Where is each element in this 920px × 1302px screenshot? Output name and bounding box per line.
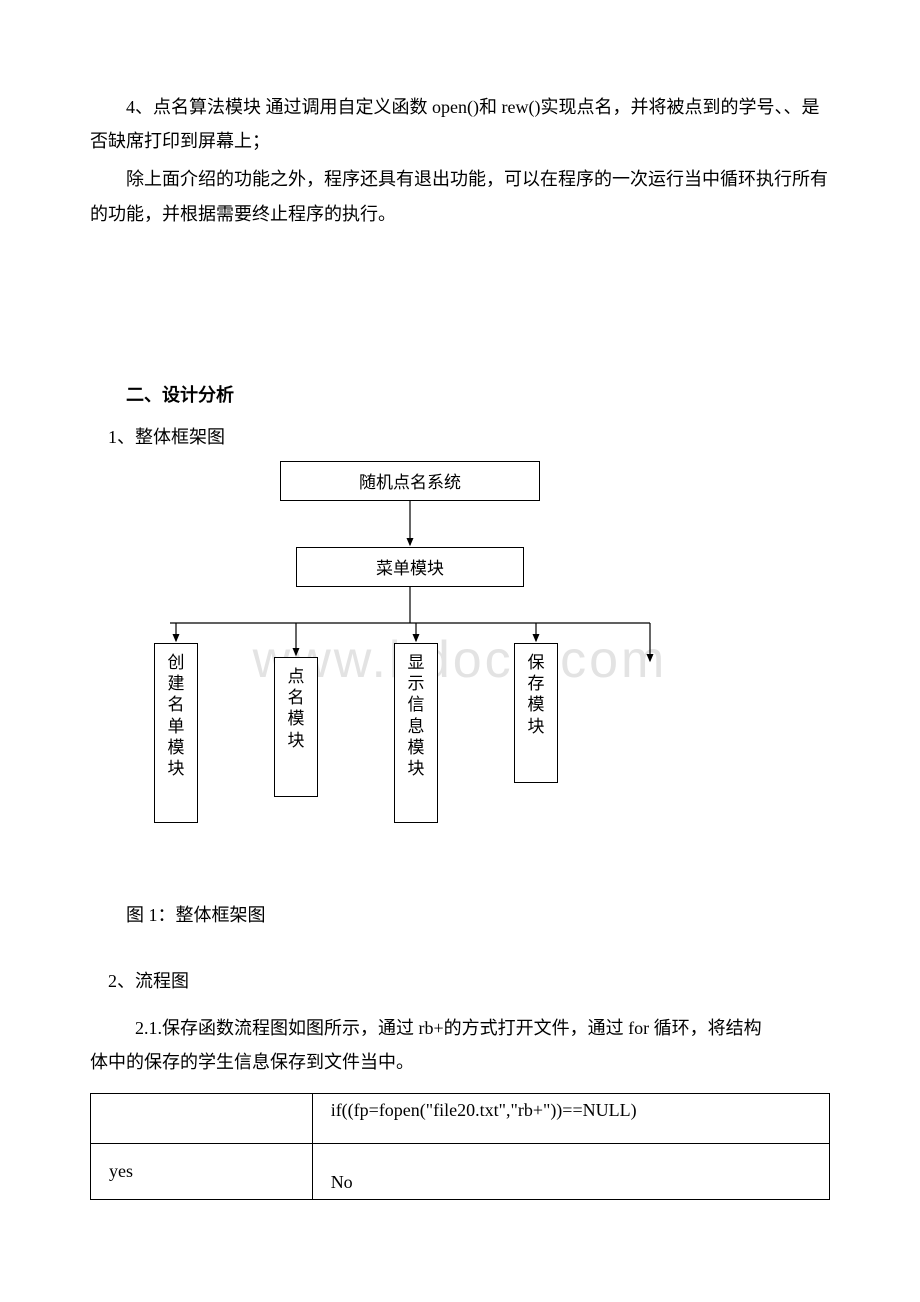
diagram-leaf-1: 创 建 名 单 模 块 <box>154 643 198 823</box>
leaf2-char: 块 <box>288 730 305 751</box>
diagram-leaf-4: 保 存 模 块 <box>514 643 558 783</box>
leaf2-char: 名 <box>288 687 305 708</box>
leaf1-char: 模 <box>168 737 185 758</box>
diagram-leaf-3: 显 示 信 息 模 块 <box>394 643 438 823</box>
framework-diagram: 随机点名系统 菜单模块 创 建 名 单 模 块 点 名 模 块 显 示 信 息 … <box>90 461 830 861</box>
leaf3-char: 息 <box>408 716 425 737</box>
leaf4-char: 块 <box>528 716 545 737</box>
leaf1-char: 创 <box>168 652 185 673</box>
leaf3-char: 显 <box>408 652 425 673</box>
leaf4-char: 存 <box>528 673 545 694</box>
flow-cell-r1c1 <box>91 1094 313 1144</box>
leaf1-char: 建 <box>168 673 185 694</box>
leaf3-char: 模 <box>408 737 425 758</box>
subheading-2: 2、流程图 <box>90 967 830 993</box>
para3-line1: 2.1.保存函数流程图如图所示，通过 rb+的方式打开文件，通过 for 循环，… <box>90 1011 830 1045</box>
diagram-connectors <box>90 461 830 861</box>
table-row: yes No <box>91 1144 830 1200</box>
subheading-1: 1、整体框架图 <box>90 423 830 449</box>
leaf4-char: 模 <box>528 694 545 715</box>
page-content: 4、点名算法模块 通过调用自定义函数 open()和 rew()实现点名，并将被… <box>90 90 830 1200</box>
leaf4-char: 保 <box>528 652 545 673</box>
diagram-menu-label: 菜单模块 <box>376 554 444 579</box>
leaf1-char: 块 <box>168 758 185 779</box>
para3-line2: 体中的保存的学生信息保存到文件当中。 <box>90 1045 830 1079</box>
leaf1-char: 名 <box>168 694 185 715</box>
diagram-top-box: 随机点名系统 <box>280 461 540 501</box>
diagram-leaf-2: 点 名 模 块 <box>274 657 318 797</box>
leaf3-char: 信 <box>408 694 425 715</box>
leaf1-char: 单 <box>168 716 185 737</box>
table-row: if((fp=fopen("file20.txt","rb+"))==NULL) <box>91 1094 830 1144</box>
figure-caption: 图 1：整体框架图 <box>90 901 830 927</box>
section-heading: 二、设计分析 <box>90 381 830 407</box>
leaf3-char: 示 <box>408 673 425 694</box>
diagram-menu-box: 菜单模块 <box>296 547 524 587</box>
paragraph-1: 4、点名算法模块 通过调用自定义函数 open()和 rew()实现点名，并将被… <box>90 90 830 158</box>
flow-table: if((fp=fopen("file20.txt","rb+"))==NULL)… <box>90 1093 830 1200</box>
leaf3-char: 块 <box>408 758 425 779</box>
diagram-top-label: 随机点名系统 <box>359 468 461 493</box>
paragraph-2: 除上面介绍的功能之外，程序还具有退出功能，可以在程序的一次运行当中循环执行所有的… <box>90 162 830 230</box>
paragraph-3: 2.1.保存函数流程图如图所示，通过 rb+的方式打开文件，通过 for 循环，… <box>90 1011 830 1079</box>
leaf2-char: 点 <box>288 666 305 687</box>
leaf2-char: 模 <box>288 708 305 729</box>
flow-cell-r2c2: No <box>312 1144 829 1200</box>
flow-cell-r2c1: yes <box>91 1144 313 1200</box>
flow-cell-r1c2: if((fp=fopen("file20.txt","rb+"))==NULL) <box>312 1094 829 1144</box>
